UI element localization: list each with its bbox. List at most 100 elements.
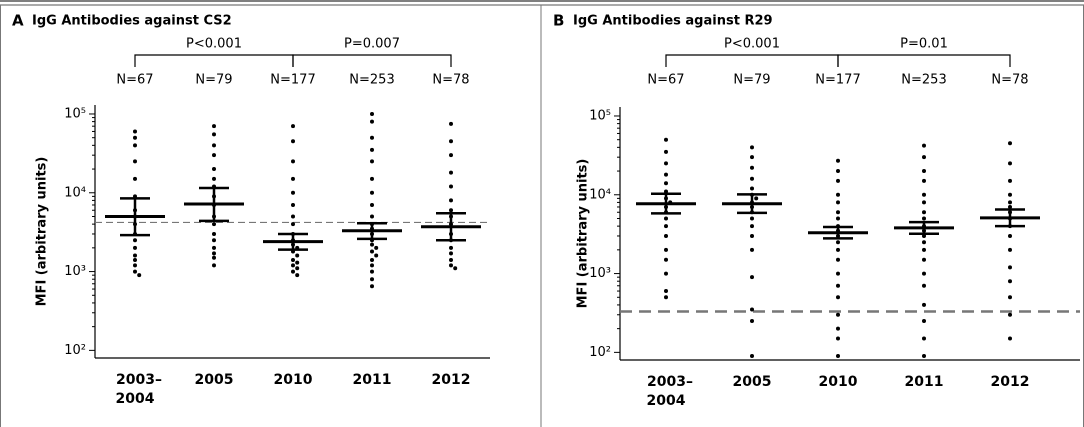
data-point [664, 172, 668, 177]
data-point [1008, 295, 1012, 300]
y-tick-label: 10² [589, 345, 611, 360]
data-point [750, 216, 754, 221]
data-point [922, 169, 926, 174]
n-label: N=253 [901, 73, 946, 88]
data-point [212, 255, 216, 260]
data-point [922, 336, 926, 341]
data-point [1008, 233, 1012, 238]
x-tick-label: 2005 [195, 372, 234, 388]
data-point [449, 153, 453, 158]
data-point [836, 283, 840, 288]
data-point [750, 224, 754, 229]
n-label: N=67 [116, 73, 153, 88]
data-point [922, 353, 926, 358]
data-point [750, 176, 754, 181]
data-point [750, 233, 754, 238]
data-point [750, 307, 754, 312]
data-point [836, 158, 840, 163]
data-point [212, 222, 216, 227]
comparison-bracket [134, 54, 294, 67]
y-axis-label: MFI (arbitrary units) [35, 157, 50, 307]
n-label: N=78 [432, 73, 469, 88]
data-point [1008, 200, 1012, 205]
data-point [836, 210, 840, 215]
data-point [750, 275, 754, 280]
y-axis-label: MFI (arbitrary units) [576, 159, 591, 309]
n-label: N=78 [991, 73, 1028, 88]
data-point [370, 190, 374, 195]
x-tick-label: 2012 [432, 372, 471, 388]
data-point [922, 319, 926, 324]
data-point [370, 242, 374, 247]
data-point [133, 245, 137, 250]
data-point [370, 135, 374, 140]
data-point [922, 271, 926, 276]
data-point [133, 263, 137, 268]
data-point [750, 145, 754, 150]
data-point [449, 139, 453, 144]
data-point [922, 240, 926, 245]
p-value: P<0.001 [186, 37, 242, 52]
data-point [133, 238, 137, 243]
data-point [664, 295, 668, 300]
data-point [370, 269, 374, 274]
y-tick-label: 10³ [589, 266, 611, 281]
y-tick-label: 10³ [64, 264, 86, 279]
data-point [664, 289, 668, 294]
data-point [449, 245, 453, 250]
data-point [750, 165, 754, 170]
data-point [133, 253, 137, 258]
data-point [212, 143, 216, 148]
data-point [664, 181, 668, 186]
data-point [212, 238, 216, 243]
data-point [922, 200, 926, 205]
data-point [922, 210, 926, 215]
data-point [291, 269, 295, 274]
data-point [836, 336, 840, 341]
data-point [664, 247, 668, 252]
data-point [212, 231, 216, 236]
x-tick-label: 2011 [905, 374, 944, 390]
data-point [922, 143, 926, 148]
data-point [836, 295, 840, 300]
data-point [922, 247, 926, 252]
data-point [133, 135, 137, 140]
n-label: N=79 [195, 73, 232, 88]
data-point [449, 251, 453, 256]
data-point [922, 192, 926, 197]
n-label: N=79 [733, 73, 770, 88]
data-point [836, 353, 840, 358]
data-point [922, 216, 926, 221]
data-point [836, 326, 840, 331]
data-point [449, 184, 453, 189]
data-point [370, 111, 374, 116]
data-point [836, 192, 840, 197]
data-point [836, 247, 840, 252]
x-tick-label: 2011 [353, 372, 392, 388]
data-point [137, 273, 142, 278]
data-point [1008, 265, 1012, 270]
data-point [370, 263, 374, 268]
data-point [291, 190, 295, 195]
data-point [133, 269, 137, 274]
data-point [836, 257, 840, 262]
data-point [836, 169, 840, 174]
y-tick-label: 10⁴ [589, 187, 611, 202]
data-point [133, 176, 137, 181]
data-point [374, 253, 379, 258]
data-point [754, 196, 759, 201]
data-point [664, 224, 668, 229]
data-point [750, 319, 754, 324]
data-point [664, 257, 668, 262]
data-point [133, 258, 137, 263]
data-point [295, 260, 300, 265]
panel-label: B [553, 12, 564, 30]
data-point [212, 132, 216, 137]
n-label: N=67 [647, 73, 684, 88]
data-point [664, 161, 668, 166]
x-tick-label: 2010 [819, 374, 858, 390]
data-point [449, 208, 453, 213]
data-point [750, 186, 754, 191]
data-point [291, 258, 295, 263]
